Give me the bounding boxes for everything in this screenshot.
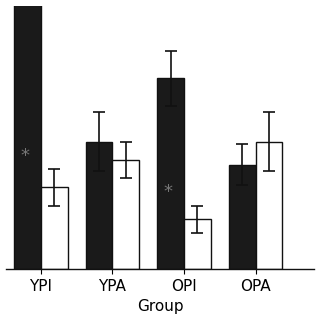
Text: *: * [163, 183, 172, 201]
Text: *: * [20, 147, 29, 164]
Bar [157, 78, 184, 269]
Bar [228, 164, 256, 269]
Bar [85, 142, 112, 269]
Bar [14, 0, 41, 269]
Bar [256, 142, 283, 269]
Bar [184, 219, 211, 269]
Bar [112, 160, 140, 269]
X-axis label: Group: Group [137, 300, 183, 315]
Bar [41, 187, 68, 269]
